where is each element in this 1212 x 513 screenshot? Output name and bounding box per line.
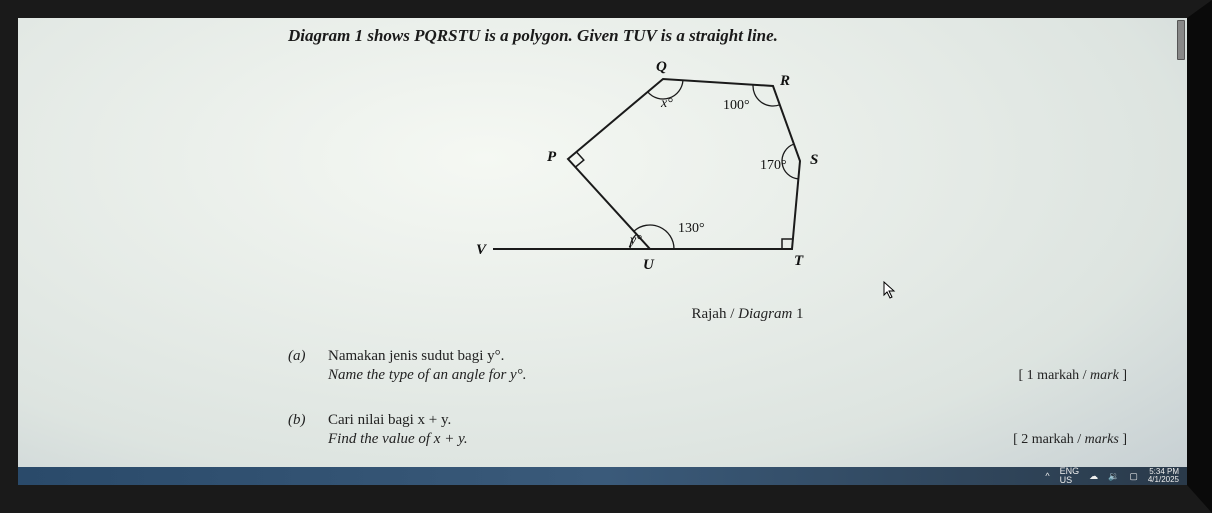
taskbar-clock[interactable]: 5:34 PM 4/1/2025 [1148,468,1179,484]
taskbar-lang[interactable]: ENG US [1060,467,1080,485]
geometry-diagram: P Q R S T U V x° 100° 170° 130° y° [478,56,898,296]
angle-u-label: 130° [678,221,705,237]
angle-r-label: 100° [723,98,750,114]
question-a-english: Name the type of an angle for y°. [328,367,999,384]
angle-s-label: 170° [760,158,787,174]
label-p: P [547,149,556,166]
right-angle-marker-p [575,152,583,167]
taskbar-battery-icon[interactable]: ▢ [1129,472,1138,481]
question-b-body: Cari nilai bagi x + y. Find the value of… [328,412,993,448]
question-b-label: (b) [288,412,328,429]
taskbar-caret-icon[interactable]: ^ [1045,472,1049,481]
right-angle-marker-t [782,239,792,249]
question-a-marks: [ 1 markah / mark ] [1019,368,1127,384]
taskbar-speaker-icon[interactable]: 🔉 [1108,472,1119,481]
question-a-label: (a) [288,348,328,365]
scrollbar-thumb[interactable] [1177,20,1185,60]
caption-suffix: 1 [792,306,803,322]
question-b-marks: [ 2 markah / marks ] [1013,432,1127,448]
label-v: V [476,242,486,259]
question-b: (b) Cari nilai bagi x + y. Find the valu… [288,412,1127,448]
windows-taskbar[interactable]: ^ ENG US ☁ 🔉 ▢ 5:34 PM 4/1/2025 [18,467,1187,485]
question-a: (a) Namakan jenis sudut bagi y°. Name th… [288,348,1127,384]
question-b-english: Find the value of x + y. [328,431,993,448]
angle-x-label: x° [661,96,673,112]
question-a-malay: Namakan jenis sudut bagi y°. [328,348,999,365]
polygon-svg [478,56,898,296]
question-a-body: Namakan jenis sudut bagi y°. Name the ty… [328,348,999,384]
label-u: U [643,257,654,274]
caption-prefix: Rajah / [691,306,738,322]
label-r: R [780,73,790,90]
angle-y-label: y° [630,233,642,249]
worksheet-page: Diagram 1 shows PQRSTU is a polygon. Giv… [18,18,1187,485]
monitor-frame: Diagram 1 shows PQRSTU is a polygon. Giv… [0,0,1212,513]
taskbar-cloud-icon[interactable]: ☁ [1089,472,1098,481]
caption-italic: Diagram [738,306,792,322]
mouse-cursor-icon [883,281,897,299]
label-q: Q [656,59,667,76]
question-b-malay: Cari nilai bagi x + y. [328,412,993,429]
label-s: S [810,152,818,169]
diagram-caption: Rajah / Diagram 1 [368,306,1127,323]
diagram-description: Diagram 1 shows PQRSTU is a polygon. Giv… [288,26,1127,46]
label-t: T [794,253,803,270]
